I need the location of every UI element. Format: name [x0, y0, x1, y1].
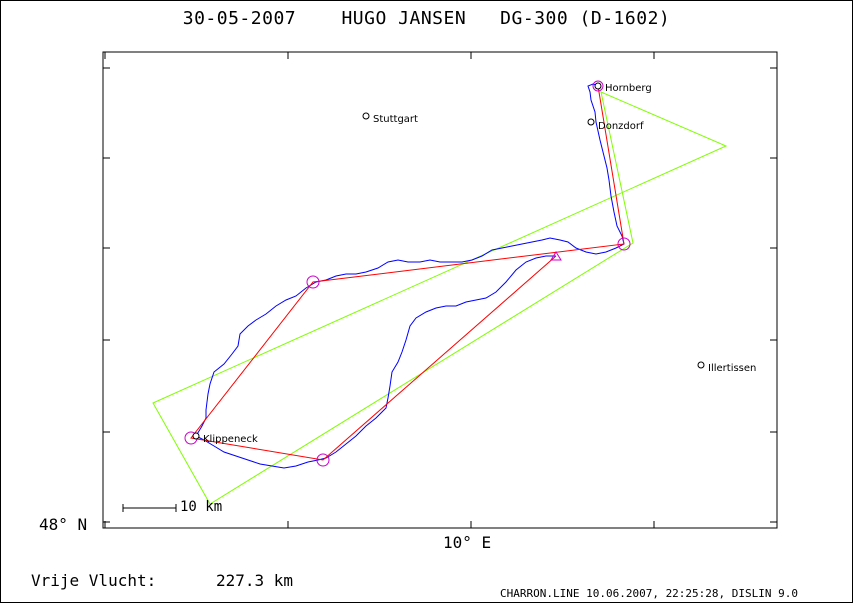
scale-bar-label: 10 km: [180, 499, 223, 515]
place-marker-illertissen: [697, 361, 705, 369]
place-markers: [192, 82, 705, 440]
turnpoint-1: [617, 237, 631, 251]
latitude-label: 48° N: [39, 515, 88, 534]
place-marker-hornberg: [594, 82, 602, 90]
turnpoint-2: [306, 275, 320, 289]
turnpoints: [184, 80, 631, 467]
flight-route: [190, 85, 625, 461]
place-marker-klippeneck: [192, 432, 200, 440]
turnpoint-start: [592, 80, 604, 92]
longitude-label: 10° E: [443, 533, 492, 552]
place-label-illertissen: Illertissen: [708, 363, 757, 374]
distance-label: Vrije Vlucht:: [31, 571, 157, 590]
footer-info: CHARRON.LINE 10.06.2007, 22:25:28, DISLI…: [500, 587, 799, 600]
place-label-klippeneck: Klippeneck: [203, 434, 258, 445]
place-label-donzdorf: Donzdorf: [598, 121, 644, 132]
place-marker-stuttgart: [362, 112, 370, 120]
plot-border: [102, 51, 778, 529]
scale-bar: [122, 504, 177, 512]
distance-value: 227.3 km: [216, 571, 294, 590]
place-marker-donzdorf: [587, 118, 595, 126]
flight-title: 30-05-2007 HUGO JANSEN DG-300 (D-1602): [182, 8, 671, 29]
finish-triangle: [550, 251, 562, 261]
fai-sector-outline: [152, 91, 728, 505]
place-label-stuttgart: Stuttgart: [373, 114, 418, 125]
turnpoint-4: [316, 453, 330, 467]
axis-ticks: [103, 52, 777, 528]
gps-track: [195, 83, 625, 469]
place-label-hornberg: Hornberg: [605, 83, 652, 94]
